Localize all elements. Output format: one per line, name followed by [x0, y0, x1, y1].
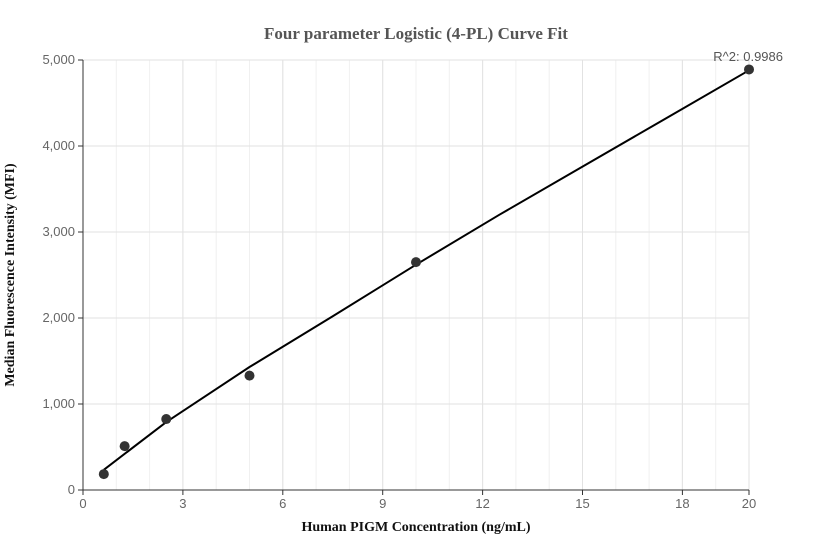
x-tick-label: 0: [79, 496, 86, 511]
y-tick-label: 4,000: [42, 138, 75, 153]
x-tick-label: 9: [379, 496, 386, 511]
data-point: [244, 370, 255, 381]
x-tick-label: 15: [575, 496, 589, 511]
y-tick-label: 2,000: [42, 310, 75, 325]
x-tick-label: 6: [279, 496, 286, 511]
data-point: [161, 414, 172, 425]
x-tick-label: 18: [675, 496, 689, 511]
x-tick-label: 12: [475, 496, 489, 511]
y-tick-label: 1,000: [42, 396, 75, 411]
x-tick-label: 20: [742, 496, 756, 511]
data-point: [744, 64, 754, 75]
grid: [82, 59, 750, 490]
y-tick-label: 0: [68, 482, 75, 497]
x-axis-label: Human PIGM Concentration (ng/mL): [301, 520, 530, 535]
r-squared-annotation: R^2: 0.9986: [713, 49, 783, 64]
y-tick-label: 5,000: [42, 52, 75, 67]
y-axis-label: Median Fluorescence Intensity (MFI): [3, 163, 18, 387]
chart-title: Four parameter Logistic (4-PL) Curve Fit: [264, 24, 568, 43]
x-ticks: 0 3 6 9 12 15 18 20: [79, 490, 756, 511]
fit-line-group: [103, 69, 750, 471]
y-ticks: 0 1,000 2,000 3,000 4,000 5,000: [42, 52, 83, 497]
fit-curve-line: [103, 69, 750, 471]
axes: [82, 60, 749, 491]
points: [98, 64, 754, 480]
y-tick-label: 3,000: [42, 224, 75, 239]
data-point: [119, 441, 130, 452]
x-tick-label: 3: [179, 496, 186, 511]
data-point: [411, 257, 421, 268]
data-point: [98, 469, 109, 480]
